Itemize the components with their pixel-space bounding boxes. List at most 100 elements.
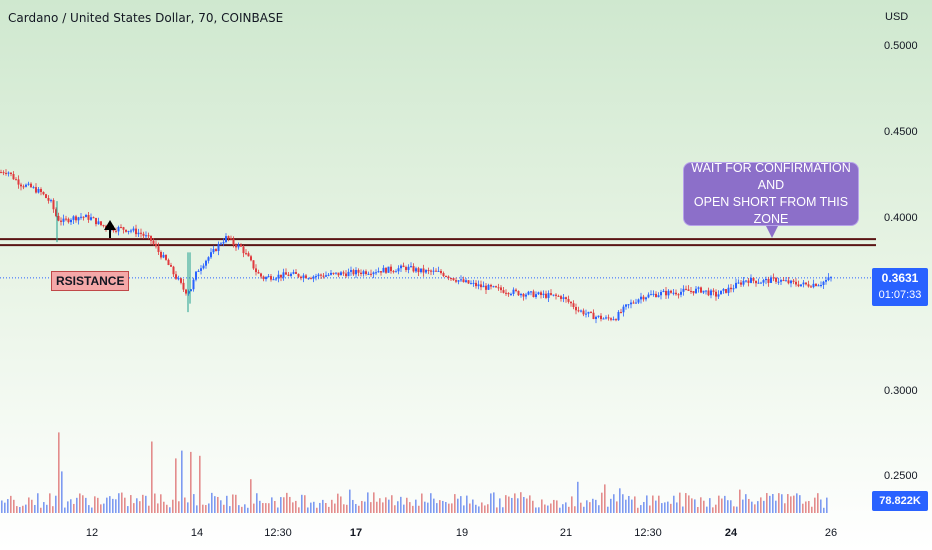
volume-bar xyxy=(328,506,330,513)
candle-body xyxy=(35,187,37,193)
candle-body xyxy=(685,288,687,290)
candle-body xyxy=(760,282,762,284)
volume-bar xyxy=(811,506,813,513)
volume-bar xyxy=(793,495,795,513)
volume-bar xyxy=(349,489,351,513)
candle-body xyxy=(630,302,632,305)
price-tick: 0.3000 xyxy=(884,385,918,397)
candle-body xyxy=(227,236,230,239)
volume-bar xyxy=(85,497,87,513)
volume-bar xyxy=(421,493,423,513)
volume-bar xyxy=(805,501,807,513)
volume-bar xyxy=(133,503,135,513)
volume-bar xyxy=(670,503,672,513)
candle-body xyxy=(437,270,440,272)
current-price: 0.3631 xyxy=(881,271,919,285)
resistance-label[interactable]: RSISTANCE xyxy=(51,271,130,291)
candle-body xyxy=(575,306,577,311)
volume-bar xyxy=(196,505,198,513)
candle-body xyxy=(580,310,582,312)
volume-bar xyxy=(160,494,162,513)
candle-body xyxy=(602,318,605,320)
candle-body xyxy=(500,287,502,291)
volume-bar xyxy=(745,494,747,513)
volume-bar xyxy=(127,506,129,513)
candle-body xyxy=(412,266,415,272)
candle-body xyxy=(665,290,667,296)
candle-body xyxy=(315,276,317,278)
candle-body xyxy=(30,183,32,188)
volume-bar xyxy=(322,499,324,513)
volume-bar xyxy=(259,500,261,513)
volume-bar xyxy=(172,499,174,513)
volume-bar xyxy=(427,502,429,513)
volume-bar xyxy=(430,493,432,513)
volume-bar xyxy=(286,492,288,513)
candle-body xyxy=(285,272,287,275)
candle-body xyxy=(705,290,707,292)
candle-body xyxy=(402,265,405,268)
volume-bar xyxy=(511,497,513,513)
candle-body xyxy=(172,266,175,275)
candle-body xyxy=(385,267,387,273)
volume-bar xyxy=(361,500,363,513)
candle-body xyxy=(305,275,307,279)
candle-body xyxy=(25,184,27,187)
volume-bar xyxy=(352,499,354,513)
candle-body xyxy=(682,288,685,292)
volume-bar xyxy=(694,499,696,513)
candle-body xyxy=(672,292,675,294)
volume-bar xyxy=(109,496,111,513)
time-tick: 12:30 xyxy=(264,527,292,539)
volume-bar xyxy=(148,505,150,513)
candle-body xyxy=(737,282,740,284)
volume-bar xyxy=(310,502,312,513)
volume-bar xyxy=(442,500,444,513)
volume-bar xyxy=(319,502,321,513)
price-tick: 0.4000 xyxy=(884,212,918,224)
candle-body xyxy=(805,282,807,285)
volume-bar xyxy=(418,505,420,513)
volume-bar xyxy=(478,506,480,513)
callout-note[interactable]: WAIT FOR CONFIRMATION AND OPEN SHORT FRO… xyxy=(683,161,859,226)
candle-body xyxy=(377,271,380,273)
candle-body xyxy=(382,267,385,273)
candle-body xyxy=(687,289,690,291)
volume-bar xyxy=(64,507,66,513)
volume-bar xyxy=(388,499,390,513)
time-tick: 12 xyxy=(86,527,98,539)
candle-body xyxy=(405,267,407,270)
volume-bar xyxy=(766,493,768,513)
candle-body xyxy=(282,272,285,278)
candle-body xyxy=(10,172,12,175)
candle-body xyxy=(335,272,337,274)
candle-body xyxy=(697,287,700,289)
volume-bar xyxy=(667,501,669,513)
candle-body xyxy=(375,272,377,274)
candle-body xyxy=(777,281,780,283)
volume-bar xyxy=(4,502,6,513)
candle-body xyxy=(480,284,482,288)
volume-bar xyxy=(544,504,546,513)
volume-bar xyxy=(232,494,234,513)
candle-body xyxy=(715,291,717,297)
candle-body xyxy=(370,273,372,275)
candle-body xyxy=(15,179,17,181)
volume-bar xyxy=(625,499,627,513)
volume-bar xyxy=(154,493,156,513)
candle-body xyxy=(435,270,437,272)
candle-body xyxy=(365,271,367,275)
volume-bar xyxy=(247,507,249,513)
candle-body xyxy=(322,275,325,277)
candle-body xyxy=(387,266,390,273)
candle-body xyxy=(765,278,767,281)
volume-bar xyxy=(646,495,648,513)
candle-body xyxy=(265,277,267,280)
candle-body xyxy=(27,183,30,185)
volume-bar xyxy=(475,504,477,513)
resistance-band xyxy=(0,238,876,247)
candle-body xyxy=(597,315,600,317)
candle-body xyxy=(675,292,677,295)
